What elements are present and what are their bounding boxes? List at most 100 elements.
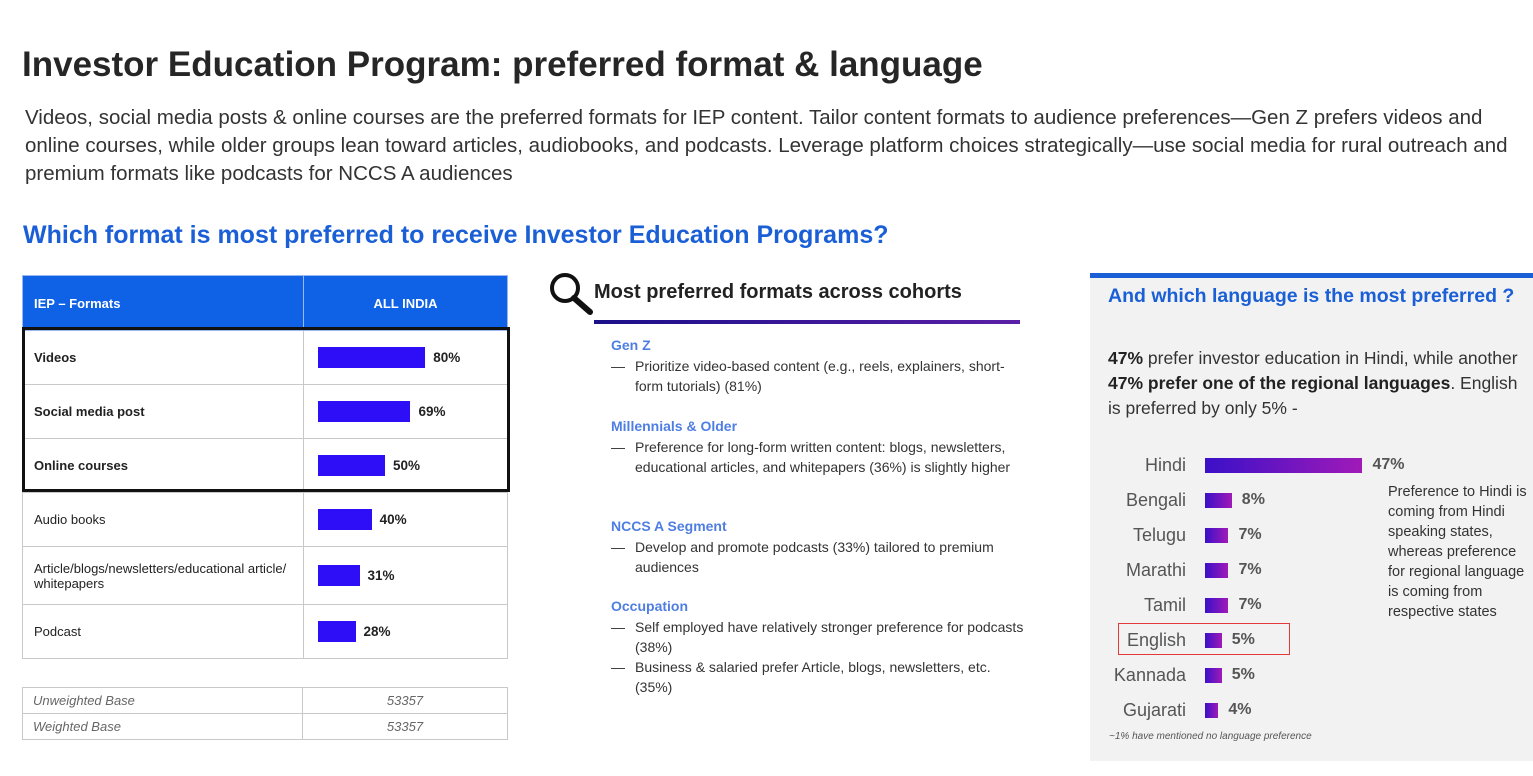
language-summary: 47% prefer investor education in Hindi, … (1108, 346, 1518, 421)
language-value-label: 7% (1238, 561, 1262, 578)
cohorts-title: Most preferred formats across cohorts (594, 281, 962, 303)
format-label: Videos (22, 330, 304, 385)
cohort-point: Develop and promote podcasts (33%) tailo… (611, 537, 1031, 577)
language-bar (1205, 667, 1222, 683)
cohort-points: Prioritize video-based content (e.g., re… (611, 356, 1031, 396)
language-heading: And which language is the most preferred… (1108, 285, 1515, 307)
language-bar (1205, 597, 1229, 613)
language-panel (1090, 273, 1533, 761)
language-row: Gujarati 4% (1090, 698, 1252, 722)
cohort-points: Preference for long-form written content… (611, 437, 1031, 477)
language-bar (1205, 632, 1222, 648)
language-row: Kannada 5% (1090, 663, 1255, 687)
page-title: Investor Education Program: preferred fo… (22, 45, 983, 84)
format-bar-cell: 50% (303, 438, 508, 493)
formats-table-header: IEP – Formats ALL INDIA (22, 275, 508, 331)
unweighted-base-row: Unweighted Base 53357 (22, 687, 508, 714)
language-label: English (1126, 629, 1186, 650)
language-label: Gujarati (1122, 699, 1186, 720)
language-bar (1205, 527, 1229, 543)
language-value-label: 47% (1372, 456, 1405, 473)
format-bar-cell: 80% (303, 330, 508, 385)
language-value-label: 7% (1238, 526, 1262, 543)
summary-text-2: . English is preferred by only 5% - (1108, 373, 1518, 418)
language-bar (1205, 492, 1232, 508)
format-bar (318, 621, 356, 642)
format-row: Online courses 50% (22, 438, 508, 493)
format-label: Article/blogs/newsletters/educational ar… (22, 546, 304, 605)
language-bar (1205, 457, 1363, 473)
format-label: Social media post (22, 384, 304, 439)
summary-hindi-share: 47% (1108, 348, 1144, 368)
language-label: Bengali (1125, 489, 1186, 510)
language-row: Hindi 47% (1090, 453, 1405, 477)
format-bar (318, 401, 411, 422)
unweighted-base-value: 53357 (302, 687, 508, 714)
header-formats: IEP – Formats (22, 275, 304, 331)
format-bar-cell: 69% (303, 384, 508, 439)
cohort-heading: NCCS A Segment (611, 518, 727, 534)
language-bar (1205, 702, 1219, 718)
cohort-points: Develop and promote podcasts (33%) tailo… (611, 537, 1031, 577)
language-value-label: 8% (1241, 491, 1265, 508)
language-footnote: ~1% have mentioned no language preferenc… (1109, 731, 1312, 742)
format-value-label: 69% (418, 404, 446, 419)
language-row: Bengali 8% (1090, 488, 1265, 512)
format-value-label: 40% (379, 512, 407, 527)
format-bar (318, 509, 372, 530)
language-label: Kannada (1113, 664, 1186, 685)
cohorts-divider (594, 320, 1020, 324)
language-bar (1205, 562, 1229, 578)
cohort-point: Business & salaried prefer Article, blog… (611, 657, 1031, 697)
question-heading: Which format is most preferred to receiv… (23, 221, 889, 249)
language-note: Preference to Hindi is coming from Hindi… (1388, 484, 1527, 620)
cohort-block: Occupation Self employed have relatively … (611, 598, 1031, 697)
format-row: Audio books 40% (22, 492, 508, 547)
weighted-base-row: Weighted Base 53357 (22, 713, 508, 740)
language-label: Hindi (1144, 454, 1186, 475)
cohort-block: NCCS A Segment Develop and promote podcas… (611, 518, 1031, 577)
language-value-label: 7% (1238, 596, 1262, 613)
format-label: Audio books (22, 492, 304, 547)
language-row: Marathi 7% (1090, 558, 1262, 582)
cohort-block: Millennials & Older Preference for long-f… (611, 418, 1031, 477)
format-bar-cell: 28% (303, 604, 508, 659)
summary-text-1: prefer investor education in Hindi, whil… (1143, 348, 1518, 368)
cohort-heading: Gen Z (611, 337, 651, 353)
cohort-points: Self employed have relatively stronger p… (611, 617, 1031, 697)
format-row: Article/blogs/newsletters/educational ar… (22, 546, 508, 605)
format-bar (318, 565, 360, 586)
weighted-base-label: Weighted Base (22, 713, 303, 740)
language-label: Marathi (1125, 559, 1186, 580)
language-value-label: 5% (1231, 666, 1255, 683)
page-subtitle: Videos, social media posts & online cour… (25, 106, 1508, 185)
format-value-label: 28% (363, 624, 391, 639)
magnifier-icon (550, 273, 593, 315)
cohort-point: Prioritize video-based content (e.g., re… (611, 356, 1031, 396)
format-row: Social media post 69% (22, 384, 508, 439)
format-bar-cell: 31% (303, 546, 508, 605)
language-row: Telugu 7% (1090, 523, 1262, 547)
cohort-point: Self employed have relatively stronger p… (611, 617, 1031, 657)
language-value-label: 5% (1231, 631, 1255, 648)
format-bar-cell: 40% (303, 492, 508, 547)
language-row: Tamil 7% (1090, 593, 1262, 617)
formats-table-body: Videos 80% Social media post 69% Online cour… (22, 330, 508, 659)
format-value-label: 50% (393, 458, 421, 473)
format-label: Online courses (22, 438, 304, 493)
format-row: Videos 80% (22, 330, 508, 385)
format-bar (318, 455, 385, 476)
base-table: Unweighted Base 53357 Weighted Base 5335… (22, 687, 508, 740)
language-label: Telugu (1132, 524, 1186, 545)
cohort-heading: Millennials & Older (611, 418, 738, 434)
formats-table: IEP – Formats ALL INDIA Videos 80% Social … (22, 275, 508, 659)
cohort-heading: Occupation (611, 598, 689, 614)
cohort-block: Gen Z Prioritize video-based content (e.g… (611, 337, 1031, 396)
format-row: Podcast 28% (22, 604, 508, 659)
header-all-india: ALL INDIA (303, 275, 508, 331)
format-value-label: 80% (433, 350, 461, 365)
language-label: Tamil (1143, 594, 1186, 615)
language-row: English 5% (1090, 628, 1255, 652)
format-value-label: 31% (367, 568, 395, 583)
english-highlight-box (1118, 623, 1290, 655)
